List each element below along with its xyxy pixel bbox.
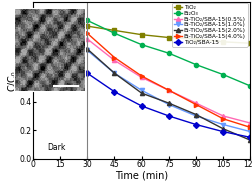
Bi-TiO₂/SBA-15(0.5%) <box>221 115 224 117</box>
Bi-TiO₂/SBA-15(0.5%) <box>248 122 251 124</box>
Bi-TiO₂/SBA-15(1.0%) <box>140 89 143 91</box>
Bi-TiO₂/SBA-15(0.5%) <box>140 76 143 79</box>
Bi-TiO₂/SBA-15(0.5%) <box>194 102 197 104</box>
Bi-TiO₂/SBA-15(0.5%) <box>31 15 34 17</box>
Bi-TiO₂/SBA-15(4.0%) <box>194 103 197 106</box>
Bi-TiO₂/SBA-15(0.5%) <box>85 38 88 40</box>
TiO₂/SBA-15 <box>194 123 197 126</box>
TiO₂ <box>140 34 143 36</box>
Bi-TiO₂/SBA-15(0.5%) <box>113 59 116 61</box>
Line: Bi-TiO₂/SBA-15(0.5%): Bi-TiO₂/SBA-15(0.5%) <box>31 14 251 125</box>
Line: TiO₂/SBA-15: TiO₂/SBA-15 <box>31 14 251 139</box>
Bi₂O₃ <box>113 32 116 34</box>
TiO₂/SBA-15 <box>167 115 170 117</box>
Bi-TiO₂/SBA-15(1.0%) <box>221 123 224 126</box>
Bi-TiO₂/SBA-15(2.0%) <box>31 15 34 17</box>
Bi-TiO₂/SBA-15(4.0%) <box>140 75 143 77</box>
TiO₂/SBA-15 <box>85 72 88 74</box>
Bi-TiO₂/SBA-15(0.5%) <box>167 89 170 91</box>
Line: Bi-TiO₂/SBA-15(1.0%): Bi-TiO₂/SBA-15(1.0%) <box>31 14 251 134</box>
Bi-TiO₂/SBA-15(2.0%) <box>85 48 88 50</box>
Bi-TiO₂/SBA-15(2.0%) <box>113 72 116 74</box>
Bi-TiO₂/SBA-15(4.0%) <box>221 118 224 120</box>
Bi-TiO₂/SBA-15(2.0%) <box>194 113 197 116</box>
Bi-TiO₂/SBA-15(2.0%) <box>140 92 143 94</box>
TiO₂/SBA-15 <box>31 15 34 17</box>
Text: Dark: Dark <box>47 143 65 152</box>
Bi₂O₃ <box>167 52 170 54</box>
Line: Bi-TiO₂/SBA-15(4.0%): Bi-TiO₂/SBA-15(4.0%) <box>31 14 251 129</box>
TiO₂ <box>113 29 116 32</box>
TiO₂/SBA-15 <box>140 105 143 107</box>
Bi-TiO₂/SBA-15(4.0%) <box>85 32 88 34</box>
Line: TiO₂: TiO₂ <box>31 14 251 45</box>
Bi-TiO₂/SBA-15(4.0%) <box>113 56 116 59</box>
TiO₂ <box>221 41 224 43</box>
TiO₂ <box>248 42 251 44</box>
Bi₂O₃ <box>31 15 34 17</box>
Bi₂O₃ <box>248 85 251 87</box>
Bi-TiO₂/SBA-15(4.0%) <box>167 89 170 91</box>
Line: Bi-TiO₂/SBA-15(2.0%): Bi-TiO₂/SBA-15(2.0%) <box>31 14 251 142</box>
TiO₂ <box>31 15 34 17</box>
Bi₂O₃ <box>140 43 143 46</box>
Line: Bi₂O₃: Bi₂O₃ <box>31 14 251 88</box>
X-axis label: Time (min): Time (min) <box>115 170 168 180</box>
TiO₂/SBA-15 <box>221 131 224 133</box>
Bi-TiO₂/SBA-15(1.0%) <box>167 103 170 106</box>
Bi₂O₃ <box>85 19 88 22</box>
Bi-TiO₂/SBA-15(1.0%) <box>194 115 197 117</box>
Bi-TiO₂/SBA-15(2.0%) <box>221 128 224 130</box>
Bi-TiO₂/SBA-15(2.0%) <box>248 139 251 141</box>
TiO₂ <box>85 25 88 27</box>
Bi-TiO₂/SBA-15(1.0%) <box>248 131 251 133</box>
Bi-TiO₂/SBA-15(1.0%) <box>85 49 88 52</box>
TiO₂ <box>167 36 170 39</box>
Bi-TiO₂/SBA-15(1.0%) <box>113 72 116 74</box>
TiO₂ <box>194 38 197 40</box>
Legend: TiO₂, Bi₂O₃, Bi-TiO₂/SBA-15(0.5%), Bi-TiO₂/SBA-15(1.0%), Bi-TiO₂/SBA-15(2.0%), B: TiO₂, Bi₂O₃, Bi-TiO₂/SBA-15(0.5%), Bi-Ti… <box>171 3 246 46</box>
Bi₂O₃ <box>194 64 197 66</box>
Bi-TiO₂/SBA-15(4.0%) <box>31 15 34 17</box>
TiO₂/SBA-15 <box>248 136 251 139</box>
Bi-TiO₂/SBA-15(1.0%) <box>31 15 34 17</box>
Bi-TiO₂/SBA-15(4.0%) <box>248 126 251 129</box>
Y-axis label: C/C₀: C/C₀ <box>8 70 18 91</box>
Bi₂O₃ <box>221 74 224 76</box>
TiO₂/SBA-15 <box>113 91 116 93</box>
Bi-TiO₂/SBA-15(2.0%) <box>167 102 170 104</box>
